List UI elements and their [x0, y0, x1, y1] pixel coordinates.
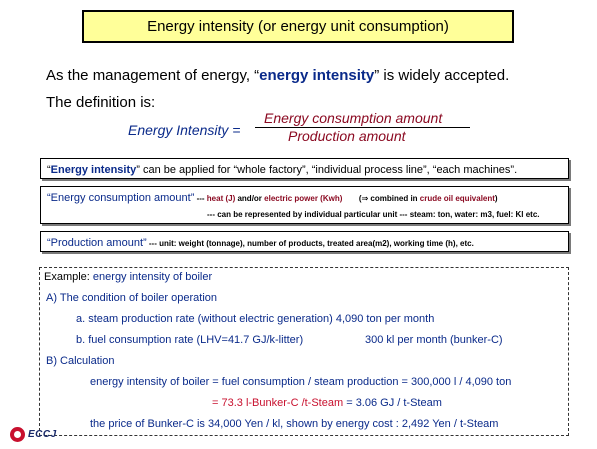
item-b-value: 300 kl per month (bunker-C)	[365, 334, 503, 346]
intro-line-1: As the management of energy, “energy int…	[46, 67, 509, 84]
note2-combined-post: )	[494, 194, 498, 203]
example-subject: energy intensity of boiler	[92, 271, 213, 283]
note2-dash: ---	[194, 194, 207, 203]
example-heading: Example: energy intensity of boiler	[44, 271, 212, 283]
note1-quote: “	[47, 164, 51, 176]
note2-line-2: --- can be represented by individual par…	[207, 210, 540, 219]
intro-term: energy intensity	[259, 67, 375, 84]
section-a-heading: A) The condition of boiler operation	[46, 292, 218, 304]
note3-rest: --- unit: weight (tonnage), number of pr…	[146, 239, 474, 248]
formula-numerator: Energy consumption amount	[264, 110, 443, 126]
eccj-logo-text: ECCJ	[28, 429, 57, 440]
calc-line-1: energy intensity of boiler = fuel consum…	[90, 376, 512, 388]
item-a: a. steam production rate (without electr…	[76, 313, 435, 325]
example-box	[39, 267, 569, 436]
note-box-consumption: “Energy consumption amount” --- heat (J)…	[40, 186, 569, 224]
eccj-logo-icon	[10, 427, 25, 442]
fraction-bar	[255, 127, 470, 128]
intro-text-pre: As the management of energy, “	[46, 67, 260, 84]
calc2-mid: =	[343, 397, 356, 409]
calc2-result-volume: 73.3 l-Bunker-C /t-Steam	[221, 397, 344, 409]
note2-power: electric power (Kwh)	[264, 194, 343, 203]
section-b-heading: B) Calculation	[46, 355, 115, 367]
calc-line-2: = 73.3 l-Bunker-C /t-Steam = 3.06 GJ / t…	[212, 397, 442, 409]
note-box-production: “Production amount” --- unit: weight (to…	[40, 231, 569, 252]
calc2-eq: =	[212, 397, 222, 409]
price-line: the price of Bunker-C is 34,000 Yen / kl…	[90, 418, 499, 430]
formula-lhs: Energy Intensity =	[128, 122, 241, 138]
slide-title: Energy intensity (or energy unit consump…	[82, 10, 514, 43]
note2-heat: heat (J)	[206, 194, 236, 203]
example-label: Example:	[44, 271, 93, 283]
eccj-logo: ECCJ	[10, 427, 57, 442]
note2-andor: and/or	[235, 194, 265, 203]
intro-line-2: The definition is:	[46, 94, 156, 111]
note2-term: “Energy consumption amount”	[47, 192, 195, 204]
calc2-result-energy: 3.06 GJ / t-Steam	[355, 397, 442, 409]
note1-term: Energy intensity	[50, 164, 137, 176]
note2-crude: crude oil equivalent	[419, 194, 495, 203]
note2-line-1: “Energy consumption amount” --- heat (J)…	[47, 189, 562, 207]
note2-combined-pre: (⇒ combined in	[358, 194, 420, 203]
note3-term: “Production amount”	[47, 237, 147, 249]
item-b: b. fuel consumption rate (LHV=41.7 GJ/k-…	[76, 334, 304, 346]
note1-rest: ” can be applied for “whole factory”, “i…	[136, 164, 518, 176]
formula-denominator: Production amount	[288, 128, 406, 144]
intro-text-post: ” is widely accepted.	[374, 67, 510, 84]
note-box-scope: “Energy intensity” can be applied for “w…	[40, 158, 569, 179]
